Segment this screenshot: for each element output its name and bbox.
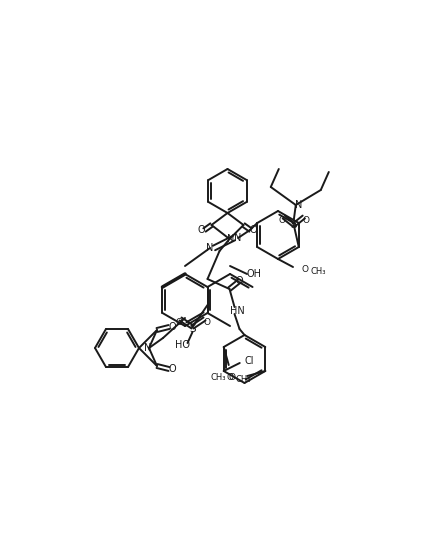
Text: O: O bbox=[278, 216, 285, 225]
Text: N: N bbox=[144, 343, 152, 353]
Text: HN: HN bbox=[230, 306, 245, 316]
Text: CH₃: CH₃ bbox=[236, 375, 251, 384]
Text: CH₃: CH₃ bbox=[310, 267, 326, 276]
Text: O: O bbox=[198, 225, 205, 235]
Text: N: N bbox=[234, 233, 241, 243]
Text: O: O bbox=[302, 264, 309, 273]
Text: O: O bbox=[228, 372, 235, 381]
Text: O: O bbox=[168, 364, 176, 374]
Text: O: O bbox=[302, 216, 309, 225]
Text: N: N bbox=[227, 234, 234, 244]
Text: O: O bbox=[250, 225, 257, 235]
Text: O: O bbox=[175, 318, 182, 326]
Text: O: O bbox=[236, 276, 243, 286]
Text: O: O bbox=[227, 374, 234, 382]
Text: S: S bbox=[290, 220, 297, 230]
Text: CH₃: CH₃ bbox=[211, 374, 226, 382]
Text: OH: OH bbox=[246, 269, 262, 279]
Text: O: O bbox=[203, 318, 210, 326]
Text: S: S bbox=[189, 324, 196, 334]
Text: O: O bbox=[168, 322, 176, 332]
Text: N: N bbox=[207, 243, 214, 253]
Text: HO: HO bbox=[175, 340, 190, 350]
Text: Cl: Cl bbox=[245, 356, 254, 366]
Text: N: N bbox=[295, 200, 302, 210]
